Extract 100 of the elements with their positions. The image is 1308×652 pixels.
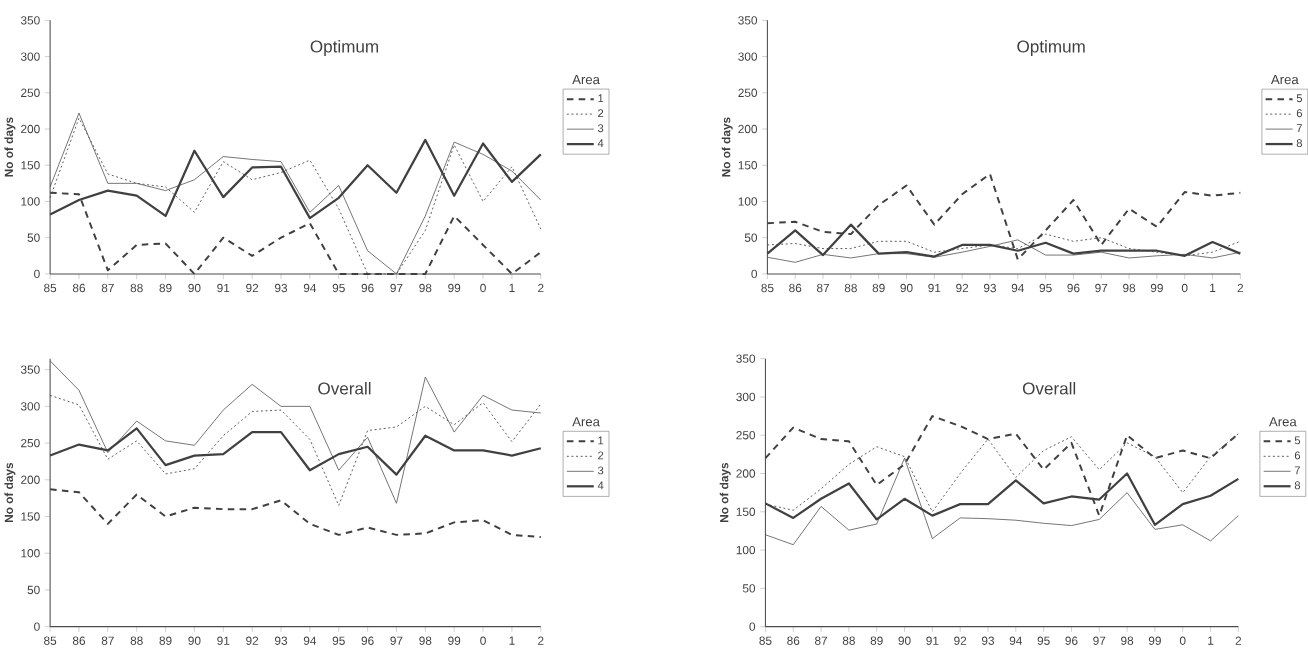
y-tick-label: 200 [21,124,40,134]
text: Overall [318,381,371,395]
text: Optimum [1017,39,1085,56]
x-tick-label: 85 [759,636,772,645]
legend-title: Area [572,74,600,85]
x-tick-label: 90 [900,283,913,293]
x-tick-label: 97 [1095,283,1108,293]
y-tick-label: 50 [744,233,758,242]
x-tick-label: 2 [538,283,544,292]
x-tick-label: 2 [538,636,544,645]
x-tick-label: 93 [274,636,288,645]
y-tick-label: 0 [34,622,40,631]
x-tick-label: 98 [419,636,432,645]
x-tick-label: 96 [361,283,374,293]
x-tick-label: 88 [130,636,143,645]
x-tick-label: 87 [101,636,114,645]
x-tick-label: 2 [1235,636,1242,645]
x-tick-label: 95 [332,636,345,645]
x-tick-label: 88 [844,283,857,293]
text: Overall [1022,381,1076,395]
legend-label: 5 [1294,436,1301,445]
y-tick-label: 150 [736,507,756,516]
y-tick-label: 300 [20,52,40,61]
y-tick-label: 350 [736,354,756,363]
legend-title: Area [572,417,600,427]
x-tick-label: 92 [954,636,967,645]
x-tick-label: 97 [390,283,403,293]
x-tick-label: 95 [1037,636,1050,645]
x-tick-label: 91 [217,283,230,293]
x-tick-label: 94 [1009,636,1023,645]
x-tick-label: 89 [872,283,885,293]
y-tick-label: 250 [21,88,40,97]
y-tick-label: 50 [27,233,40,242]
y-tick-label: 150 [21,512,40,521]
x-tick-label: 94 [303,636,317,645]
x-tick-label: 90 [188,636,201,645]
x-tick-label: 98 [1121,636,1134,645]
x-tick-label: 85 [44,636,57,645]
x-tick-label: 85 [44,283,57,293]
x-tick-label: 98 [1123,283,1136,293]
x-tick-label: 1 [509,283,515,292]
text: Optimum [310,39,379,56]
y-axis-title: No of days [4,117,16,177]
x-tick-label: 1 [1210,283,1216,292]
x-tick-label: 90 [898,636,911,645]
y-tick-label: 350 [20,16,40,25]
x-tick-label: 96 [1067,283,1080,293]
y-tick-label: 200 [21,475,40,484]
y-tick-label: 350 [738,16,758,25]
y-tick-label: 100 [736,545,756,555]
legend-title: Area [1270,74,1299,85]
x-tick-label: 87 [101,283,114,293]
y-tick-label: 50 [27,585,40,595]
x-tick-label: 91 [928,283,941,293]
legend-label: 5 [1296,94,1303,102]
legend-label: 2 [598,109,604,117]
legend-label: 1 [598,436,604,445]
x-tick-label: 95 [332,283,345,293]
x-tick-label: 0 [480,636,486,645]
x-tick-label: 86 [789,283,802,293]
legend-label: 1 [598,94,604,102]
legend-title: Area [1269,417,1297,427]
legend-label: 3 [597,124,604,133]
x-tick-label: 88 [130,283,143,293]
x-tick-label: 99 [1148,636,1161,645]
x-tick-label: 96 [1065,636,1078,645]
x-tick-label: 1 [509,636,515,645]
x-tick-label: 89 [870,636,883,645]
y-tick-label: 150 [738,160,758,170]
x-tick-label: 93 [983,283,997,293]
y-tick-label: 100 [21,197,40,206]
x-tick-label: 99 [448,636,461,645]
y-tick-label: 200 [736,469,756,478]
y-axis-title: No of days [721,117,733,177]
y-tick-label: 0 [34,269,40,278]
x-tick-label: 92 [956,283,969,293]
x-tick-label: 0 [480,283,486,293]
y-tick-label: 100 [738,197,758,206]
x-tick-label: 97 [1093,636,1106,645]
x-tick-label: 1 [1208,636,1214,645]
x-tick-label: 93 [981,636,995,645]
x-tick-label: 0 [1181,283,1188,293]
y-tick-label: 300 [736,392,756,401]
x-tick-label: 89 [159,283,172,293]
legend-label: 2 [598,451,604,460]
x-tick-label: 94 [303,283,317,293]
x-tick-label: 94 [1011,283,1024,293]
x-tick-label: 86 [72,636,86,645]
x-tick-label: 98 [419,283,432,293]
legend-label: 3 [597,466,604,475]
legend-label: 4 [597,481,604,490]
y-tick-label: 0 [749,622,756,631]
y-tick-label: 350 [20,365,40,374]
x-tick-label: 87 [816,283,830,293]
y-tick-label: 150 [21,160,40,170]
legend-label: 7 [1296,124,1302,132]
y-tick-label: 250 [738,88,758,97]
x-tick-label: 97 [390,636,403,645]
y-tick-label: 250 [736,430,756,440]
x-tick-label: 99 [1150,283,1163,293]
